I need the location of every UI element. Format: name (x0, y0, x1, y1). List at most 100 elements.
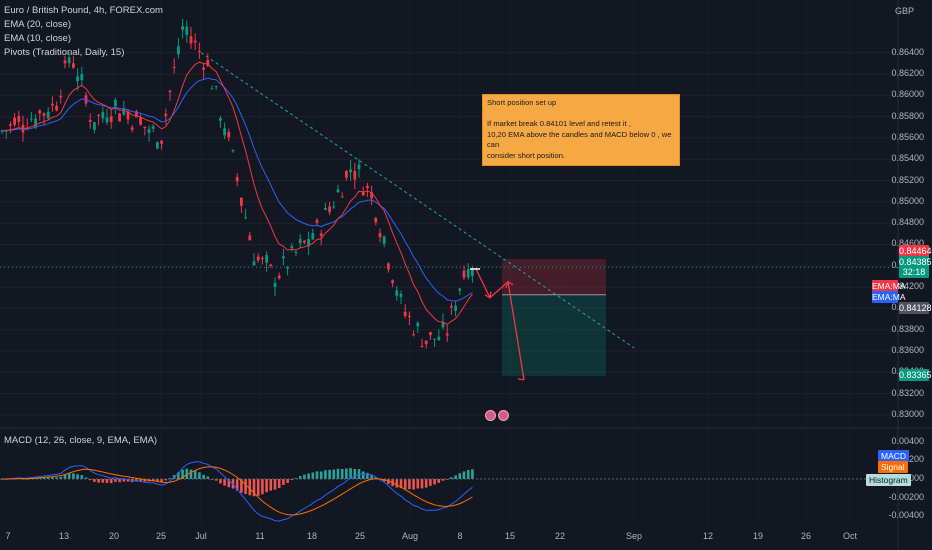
time-axis-label: Oct (843, 531, 857, 541)
candle-body (211, 89, 214, 90)
candle-body (55, 106, 58, 111)
note-line-1: Short position set up (487, 98, 675, 109)
macd-histogram-bar (454, 475, 457, 479)
macd-histogram-bar (81, 475, 84, 479)
macd-histogram-bar (274, 479, 277, 490)
price-tag-target: 0.83365 (899, 369, 929, 381)
note-line-4: 10,20 EMA above the candles and MACD bel… (487, 130, 675, 151)
price-axis-label: 0.86200 (891, 68, 924, 78)
candle-body (89, 120, 92, 122)
candle-body (198, 51, 201, 52)
candle-body (261, 258, 264, 259)
macd-histogram-bar (328, 470, 331, 479)
time-axis-label: 15 (505, 531, 515, 541)
candle-body (366, 186, 369, 188)
macd-histogram-bar (417, 479, 420, 488)
chart-title[interactable]: Euro / British Pound, 4h, FOREX.com (4, 4, 163, 18)
candle-body (316, 220, 319, 223)
candle-body (118, 114, 121, 122)
macd-histogram-bar (471, 469, 474, 479)
macd-title[interactable]: MACD (12, 26, close, 9, EMA, EMA) (4, 435, 157, 446)
macd-histogram-bar (312, 472, 315, 479)
event-flag-icon[interactable] (485, 410, 496, 421)
candle-body (391, 280, 394, 283)
candle-body (257, 257, 260, 261)
candle-body (240, 198, 243, 206)
price-axis-label: 0.86400 (891, 47, 924, 57)
price-tag-current-value: 0.84385 (899, 257, 929, 267)
candle-body (43, 113, 46, 116)
candle-body (467, 269, 470, 277)
candle-body (349, 169, 352, 172)
time-axis-label: 19 (753, 531, 763, 541)
candle-body (383, 236, 386, 244)
candle-body (429, 332, 432, 335)
time-axis-label: 7 (5, 531, 10, 541)
candle-body (463, 271, 466, 278)
time-axis-label: 25 (355, 531, 365, 541)
currency-label[interactable]: GBP (895, 6, 914, 16)
candle-body (164, 114, 167, 116)
candle-body (379, 233, 382, 237)
candle-body (421, 346, 424, 347)
candle-body (353, 171, 356, 179)
candle-body (215, 86, 218, 87)
candle-body (101, 112, 104, 118)
candle-body (190, 36, 193, 43)
candle-body (286, 267, 289, 268)
candle-body (450, 306, 453, 307)
candle-body (320, 233, 323, 236)
candle-body (131, 127, 134, 129)
candle-body (236, 177, 239, 181)
candle-body (412, 334, 415, 335)
event-flag-icon[interactable] (498, 410, 509, 421)
note-line-2 (487, 109, 675, 120)
macd-histogram-bar (324, 470, 327, 479)
candle-body (269, 264, 272, 265)
legend-ema10[interactable]: EMA (10, close) (4, 32, 163, 46)
candle-body (80, 74, 83, 80)
candle-body (454, 306, 457, 311)
price-axis-label: 0.85800 (891, 111, 924, 121)
candle-body (324, 208, 327, 210)
candle-body (173, 67, 176, 68)
macd-histogram-bar (257, 479, 260, 496)
candle-body (93, 122, 96, 130)
macd-histogram-bar (362, 471, 365, 479)
time-axis-label: 12 (703, 531, 713, 541)
signal-tag: Signal (878, 461, 908, 473)
candle-body (437, 337, 440, 340)
candle-body (160, 141, 163, 144)
candle-body (248, 236, 251, 241)
macd-histogram-bar (270, 479, 273, 491)
candle-body (13, 118, 16, 125)
note-line-5: consider short position. (487, 151, 675, 162)
candle-body (303, 241, 306, 243)
price-tag-countdown: 32:18 (899, 267, 929, 277)
stop-zone (502, 259, 606, 295)
candle-body (227, 132, 230, 137)
candle-body (219, 118, 222, 121)
candle-body (38, 110, 41, 113)
legend-ema20[interactable]: EMA (20, close) (4, 18, 163, 32)
price-axis-label: 0.85200 (891, 175, 924, 185)
legend-pivots[interactable]: Pivots (Traditional, Daily, 15) (4, 46, 163, 60)
macd-histogram-bar (307, 474, 310, 479)
macd-histogram-bar (459, 473, 462, 479)
macd-histogram-bar (463, 471, 466, 479)
candle-body (282, 256, 285, 258)
candle-body (185, 27, 188, 35)
candle-body (290, 246, 293, 248)
macd-histogram-bar (68, 473, 71, 479)
candle-body (139, 118, 142, 125)
candle-body (169, 91, 172, 92)
macd-axis-label: 0.00400 (891, 436, 924, 446)
price-axis-label: 0.83600 (891, 345, 924, 355)
candle-body (374, 218, 377, 222)
candle-body (341, 197, 344, 198)
macd-histogram-bar (261, 479, 264, 494)
candle-body (177, 46, 180, 54)
annotation-note[interactable]: Short position set up If market break 0.… (482, 94, 680, 166)
macd-histogram-bar (421, 479, 424, 488)
